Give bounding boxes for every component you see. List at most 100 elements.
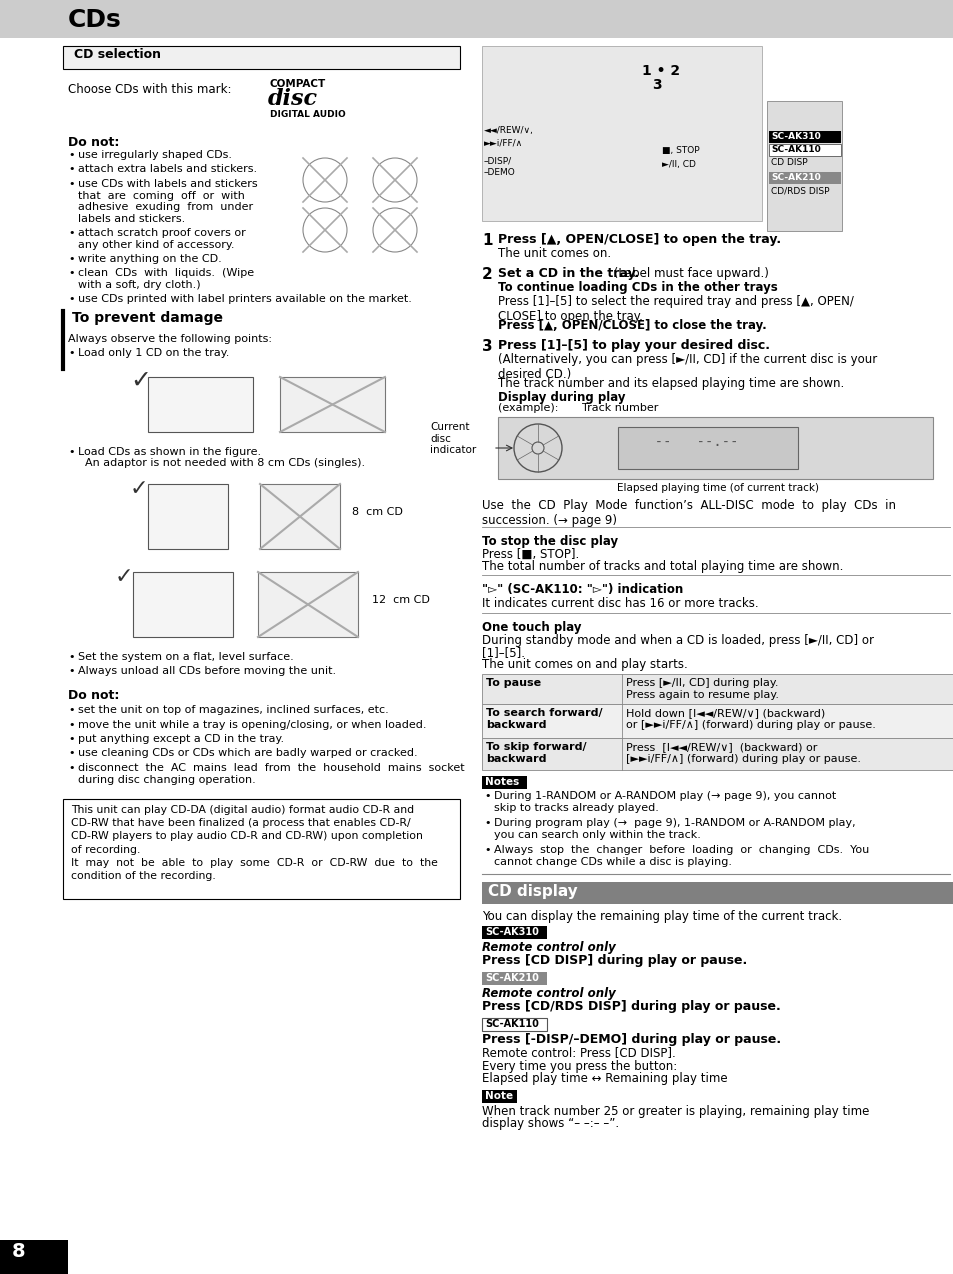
Bar [63, 799, 459, 899]
Bar [481, 738, 953, 769]
Text: The total number of tracks and total playing time are shown.: The total number of tracks and total pla… [481, 561, 842, 573]
Bar [766, 101, 841, 231]
Text: Load CDs as shown in the figure.: Load CDs as shown in the figure. [78, 447, 261, 457]
Text: Press [1]–[5] to select the required tray and press [▲, OPEN/
CLOSE] to open the: Press [1]–[5] to select the required tra… [497, 296, 853, 324]
Text: Set a CD in the tray.: Set a CD in the tray. [497, 268, 639, 280]
Text: •: • [68, 734, 74, 744]
Bar [481, 1091, 517, 1103]
Text: –DEMO: –DEMO [483, 168, 516, 177]
Text: set the unit on top of magazines, inclined surfaces, etc.: set the unit on top of magazines, inclin… [78, 705, 388, 715]
Text: Press [►/II, CD] during play.
Press again to resume play.: Press [►/II, CD] during play. Press agai… [625, 678, 779, 699]
Bar [148, 377, 253, 432]
Text: Elapsed playing time (of current track): Elapsed playing time (of current track) [617, 483, 818, 493]
Bar [0, 0, 953, 38]
Text: CD DISP: CD DISP [770, 158, 807, 167]
Text: SC-AK310: SC-AK310 [484, 927, 538, 936]
Text: Current
disc
indicator: Current disc indicator [430, 422, 476, 455]
Bar [481, 776, 526, 789]
Text: •: • [68, 150, 74, 161]
Text: When track number 25 or greater is playing, remaining play time: When track number 25 or greater is playi… [481, 1105, 868, 1119]
Text: Set the system on a flat, level surface.: Set the system on a flat, level surface. [78, 652, 294, 662]
Text: Use  the  CD  Play  Mode  function’s  ALL-DISC  mode  to  play  CDs  in
successi: Use the CD Play Mode function’s ALL-DISC… [481, 499, 895, 527]
Text: To search forward/
backward: To search forward/ backward [485, 708, 602, 730]
Text: RQT6713: RQT6713 [8, 1260, 53, 1270]
Bar [618, 427, 797, 469]
Text: To pause: To pause [485, 678, 540, 688]
Text: --   --.--: -- --.-- [638, 434, 738, 448]
Text: •: • [68, 749, 74, 758]
Text: •: • [68, 180, 74, 189]
Text: ■, STOP: ■, STOP [661, 147, 699, 155]
Text: Always unload all CDs before moving the unit.: Always unload all CDs before moving the … [78, 665, 335, 675]
Text: COMPACT: COMPACT [270, 79, 326, 89]
Bar [768, 172, 841, 183]
Text: 2: 2 [481, 268, 493, 282]
Text: •: • [483, 818, 490, 828]
Text: ✓: ✓ [130, 369, 151, 392]
Text: You can display the remaining play time of the current track.: You can display the remaining play time … [481, 910, 841, 922]
Bar [481, 926, 546, 939]
Text: •: • [68, 447, 74, 457]
Bar [481, 46, 761, 220]
Text: •: • [68, 720, 74, 730]
Text: Display during play: Display during play [497, 391, 625, 404]
Bar [0, 1240, 68, 1274]
Text: Press [■, STOP].: Press [■, STOP]. [481, 548, 578, 561]
Text: It indicates current disc has 16 or more tracks.: It indicates current disc has 16 or more… [481, 598, 758, 610]
Bar [481, 705, 953, 738]
Bar [481, 972, 546, 985]
Text: Do not:: Do not: [68, 136, 119, 149]
Text: (Alternatively, you can press [►/II, CD] if the current disc is your
desired CD.: (Alternatively, you can press [►/II, CD]… [497, 353, 877, 381]
Text: CD selection: CD selection [74, 48, 161, 61]
Text: Always observe the following points:: Always observe the following points: [68, 334, 272, 344]
Text: clean  CDs  with  liquids.  (Wipe
with a soft, dry cloth.): clean CDs with liquids. (Wipe with a sof… [78, 269, 253, 290]
Text: SC-AK110: SC-AK110 [484, 1019, 538, 1029]
Text: During standby mode and when a CD is loaded, press [►/II, CD] or: During standby mode and when a CD is loa… [481, 634, 873, 647]
Text: The track number and its elapsed playing time are shown.: The track number and its elapsed playing… [497, 377, 843, 390]
Text: 1 • 2: 1 • 2 [641, 64, 679, 78]
Text: Remote control only: Remote control only [481, 941, 615, 954]
Text: use CDs printed with label printers available on the market.: use CDs printed with label printers avai… [78, 294, 412, 304]
Text: attach scratch proof covers or
any other kind of accessory.: attach scratch proof covers or any other… [78, 228, 246, 250]
Text: An adaptor is not needed with 8 cm CDs (singles).: An adaptor is not needed with 8 cm CDs (… [78, 459, 365, 469]
Text: Hold down [I◄◄/REW/∨] (backward)
or [►►i/FF/∧] (forward) during play or pause.: Hold down [I◄◄/REW/∨] (backward) or [►►i… [625, 708, 875, 730]
Text: The unit comes on and play starts.: The unit comes on and play starts. [481, 657, 687, 671]
Bar [280, 377, 385, 432]
Text: "▻" (SC-AK110: "▻") indication: "▻" (SC-AK110: "▻") indication [481, 583, 682, 596]
Text: •: • [68, 665, 74, 675]
Text: [1]–[5].: [1]–[5]. [481, 646, 524, 659]
Text: (Label must face upward.): (Label must face upward.) [609, 268, 768, 280]
Bar [257, 572, 357, 637]
Text: use cleaning CDs or CDs which are badly warped or cracked.: use cleaning CDs or CDs which are badly … [78, 749, 417, 758]
Text: Press [▲, OPEN/CLOSE] to close the tray.: Press [▲, OPEN/CLOSE] to close the tray. [497, 318, 766, 333]
Bar [481, 1018, 546, 1031]
Text: •: • [68, 705, 74, 715]
Text: Remote control: Press [CD DISP].: Remote control: Press [CD DISP]. [481, 1046, 675, 1059]
Text: •: • [68, 763, 74, 773]
Text: ►►i/FF/∧: ►►i/FF/∧ [483, 138, 522, 147]
Bar [148, 484, 228, 549]
Text: Notes: Notes [484, 777, 518, 787]
Text: Note: Note [484, 1091, 513, 1101]
Text: Track number: Track number [581, 403, 658, 413]
Text: •: • [68, 269, 74, 279]
Text: Remote control only: Remote control only [481, 987, 615, 1000]
Text: 3: 3 [481, 339, 492, 354]
Text: To skip forward/
backward: To skip forward/ backward [485, 741, 586, 763]
Text: •: • [68, 348, 74, 358]
Text: ◄◄/REW/∨,: ◄◄/REW/∨, [483, 126, 534, 135]
Text: Elapsed play time ↔ Remaining play time: Elapsed play time ↔ Remaining play time [481, 1071, 727, 1085]
Text: This unit can play CD-DA (digital audio) format audio CD-R and
CD-RW that have b: This unit can play CD-DA (digital audio)… [71, 805, 437, 882]
Text: During 1-RANDOM or A-RANDOM play (→ page 9), you cannot
skip to tracks already p: During 1-RANDOM or A-RANDOM play (→ page… [494, 791, 836, 813]
Text: •: • [68, 164, 74, 175]
Text: attach extra labels and stickers.: attach extra labels and stickers. [78, 164, 257, 175]
Text: move the unit while a tray is opening/closing, or when loaded.: move the unit while a tray is opening/cl… [78, 720, 426, 730]
Bar [481, 674, 953, 705]
Text: Press  [I◄◄/REW/∨]  (backward) or
[►►i/FF/∧] (forward) during play or pause.: Press [I◄◄/REW/∨] (backward) or [►►i/FF/… [625, 741, 861, 763]
Text: display shows “– –:– –”.: display shows “– –:– –”. [481, 1117, 618, 1130]
Text: To continue loading CDs in the other trays: To continue loading CDs in the other tra… [497, 282, 777, 294]
Text: Choose CDs with this mark:: Choose CDs with this mark: [68, 83, 232, 96]
Text: Press [CD DISP] during play or pause.: Press [CD DISP] during play or pause. [481, 954, 746, 967]
Text: disconnect  the  AC  mains  lead  from  the  household  mains  socket
during dis: disconnect the AC mains lead from the ho… [78, 763, 464, 785]
Text: CDs: CDs [68, 8, 122, 32]
